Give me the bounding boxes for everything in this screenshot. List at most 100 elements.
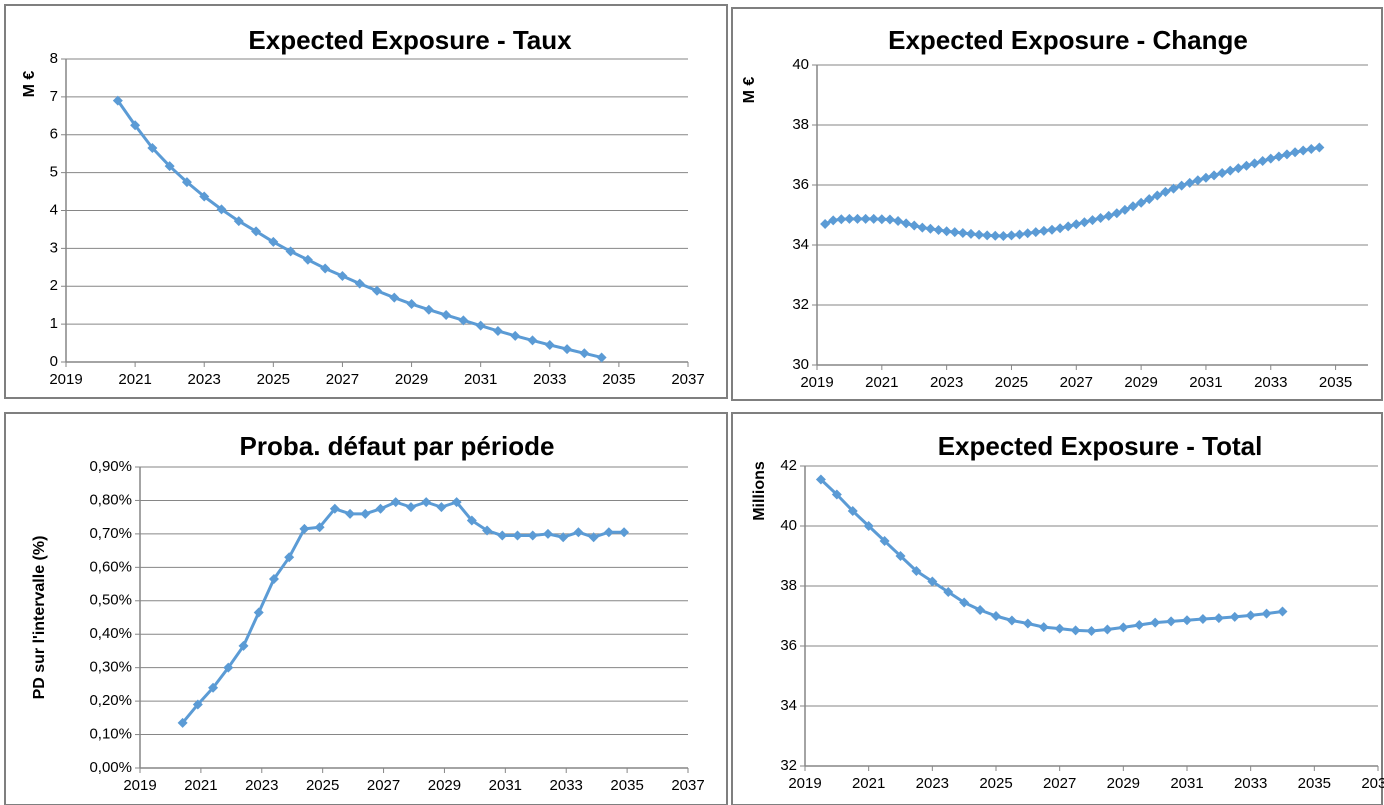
data-point <box>1265 153 1276 164</box>
data-point <box>863 521 874 531</box>
data-point <box>579 348 590 359</box>
x-tick-label: 2031 <box>1170 775 1203 792</box>
x-tick-label: 2029 <box>428 777 461 794</box>
x-tick-label: 2023 <box>916 775 949 792</box>
y-tick-label: 0,00% <box>89 759 132 776</box>
data-point <box>1119 204 1130 215</box>
data-point <box>299 523 310 534</box>
data-point <box>253 607 264 618</box>
x-tick-label: 2035 <box>610 777 643 794</box>
data-point <box>852 213 863 224</box>
data-point <box>164 161 175 172</box>
data-point <box>943 587 954 597</box>
panel-frame <box>731 7 1383 401</box>
data-point <box>1314 142 1325 153</box>
data-point <box>405 502 416 513</box>
data-point <box>302 254 313 265</box>
data-point <box>1038 622 1049 633</box>
x-tick-label: 2035 <box>1298 775 1331 792</box>
data-point <box>1197 614 1208 624</box>
data-point <box>991 611 1001 621</box>
data-point <box>1087 215 1098 226</box>
data-point <box>927 576 938 587</box>
data-point <box>482 525 493 536</box>
data-point <box>1095 213 1106 223</box>
data-point <box>909 220 920 231</box>
data-point <box>1217 168 1228 178</box>
data-point <box>544 339 555 350</box>
data-point <box>345 508 356 519</box>
data-point <box>475 320 486 331</box>
data-point <box>1249 158 1260 169</box>
data-point <box>1079 217 1090 228</box>
panel-frame <box>4 4 728 399</box>
data-point <box>527 530 538 541</box>
data-point <box>1070 625 1081 636</box>
data-point <box>1261 608 1272 619</box>
x-tick-label: 2031 <box>489 777 522 794</box>
data-point <box>1152 190 1163 201</box>
data-point <box>1182 615 1192 626</box>
data-point <box>957 228 968 238</box>
x-tick-label: 2037 <box>1361 775 1384 792</box>
y-tick-label: 36 <box>792 176 809 193</box>
data-point <box>441 310 452 321</box>
y-axis-title: Millions <box>751 461 768 521</box>
data-point <box>1038 225 1049 236</box>
data-point <box>423 304 434 315</box>
x-tick-label: 2033 <box>533 371 566 388</box>
data-point <box>562 344 573 355</box>
data-point <box>314 522 325 533</box>
data-point <box>268 236 279 247</box>
y-tick-label: 32 <box>792 296 809 313</box>
data-point <box>1006 230 1017 241</box>
data-point <box>192 699 203 710</box>
y-tick-label: 0,10% <box>89 726 132 743</box>
data-point <box>1103 210 1114 221</box>
y-tick-label: 30 <box>792 356 809 373</box>
data-point <box>1102 624 1113 635</box>
x-tick-label: 2029 <box>1107 775 1140 792</box>
data-point <box>1118 622 1129 633</box>
y-tick-label: 4 <box>50 201 58 218</box>
data-point <box>1241 160 1252 171</box>
y-tick-label: 0,50% <box>89 592 132 609</box>
x-tick-label: 2025 <box>995 374 1028 391</box>
data-point <box>1176 180 1187 191</box>
data-point <box>1184 177 1195 188</box>
data-point <box>603 527 614 538</box>
data-point <box>1006 615 1017 626</box>
data-point <box>941 226 952 237</box>
data-point <box>147 143 158 154</box>
y-tick-label: 34 <box>780 697 797 714</box>
data-point <box>223 662 234 673</box>
x-tick-label: 2035 <box>602 371 635 388</box>
data-point <box>1046 224 1057 235</box>
data-point <box>1128 201 1139 212</box>
y-tick-label: 5 <box>50 164 58 181</box>
data-point <box>1209 170 1220 181</box>
data-point <box>406 299 417 310</box>
y-tick-label: 34 <box>792 236 809 253</box>
data-point <box>884 214 895 225</box>
data-point <box>458 315 469 326</box>
data-point <box>1225 165 1236 176</box>
data-point <box>375 503 386 514</box>
y-tick-label: 2 <box>50 277 58 294</box>
data-point <box>828 215 839 226</box>
x-tick-label: 2019 <box>788 775 821 792</box>
data-point <box>492 325 503 336</box>
data-point <box>1014 229 1025 240</box>
data-point <box>1063 221 1074 232</box>
y-axis-title: M € <box>21 71 38 98</box>
x-tick-label: 2033 <box>550 777 583 794</box>
data-point <box>1022 228 1033 239</box>
data-point <box>925 223 936 234</box>
data-point <box>199 191 210 202</box>
data-point <box>893 216 904 226</box>
data-point <box>998 231 1009 241</box>
y-tick-label: 0,20% <box>89 692 132 709</box>
data-point <box>1055 223 1066 234</box>
data-point <box>372 285 382 296</box>
